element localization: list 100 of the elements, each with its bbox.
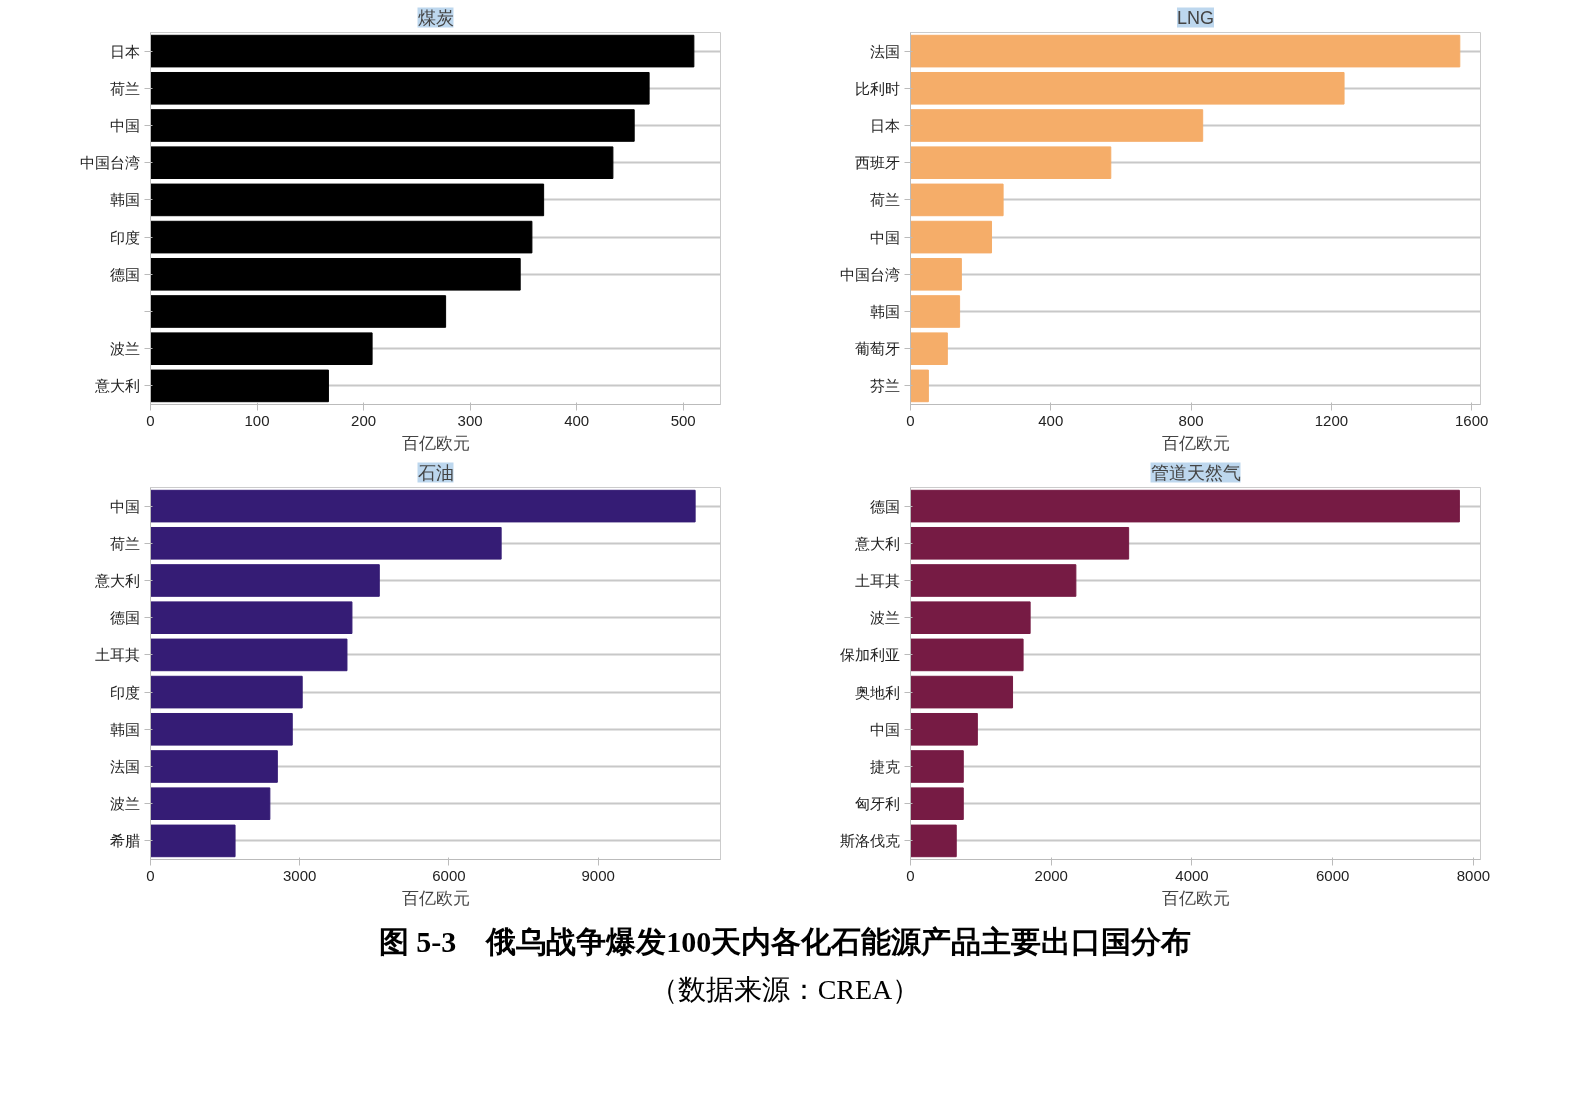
- x-tick-label: 1200: [1314, 411, 1349, 429]
- bar: [150, 787, 271, 821]
- x-tick-label: 1600: [1455, 411, 1489, 429]
- y-tick-label: 荷兰: [109, 79, 140, 97]
- y-tick-label: 捷克: [869, 758, 900, 775]
- x-axis-title: 百亿欧元: [401, 888, 470, 908]
- x-tick-label: 0: [906, 411, 915, 429]
- y-tick-label: 德国: [109, 609, 140, 627]
- chart-title: 石油: [417, 462, 454, 483]
- bar: [150, 675, 303, 709]
- bar: [150, 146, 614, 180]
- bar: [150, 489, 696, 523]
- y-tick-label: 波兰: [109, 795, 140, 813]
- y-tick-label: 中国: [869, 228, 900, 246]
- y-tick-label: 匈牙利: [854, 795, 900, 813]
- y-tick-label: 土耳其: [854, 572, 900, 589]
- bar: [150, 71, 650, 105]
- y-tick-label: 韩国: [869, 303, 900, 320]
- x-tick-label: 100: [244, 411, 270, 429]
- caption: 图 5-3 俄乌战争爆发100天内各化石能源产品主要出口国分布: [377, 924, 1193, 960]
- bar: [150, 564, 380, 597]
- bar: [150, 220, 533, 254]
- x-tick-label: 300: [457, 411, 483, 429]
- chart-title: LNG: [1176, 7, 1215, 28]
- bar: [910, 146, 1112, 180]
- y-tick-label: 韩国: [109, 191, 140, 209]
- y-tick-label: 荷兰: [869, 191, 900, 209]
- y-tick-label: 德国: [869, 497, 900, 515]
- y-tick-label: 法国: [109, 758, 140, 775]
- x-tick-label: 800: [1178, 411, 1204, 429]
- y-tick-label: 希腊: [109, 832, 140, 850]
- bar: [910, 220, 993, 254]
- chart-title: 煤炭: [417, 7, 454, 28]
- bar: [150, 638, 348, 672]
- x-axis-title: 百亿欧元: [1161, 888, 1230, 908]
- x-tick-label: 6000: [1316, 866, 1350, 884]
- x-tick-label: 6000: [432, 866, 466, 884]
- bar: [150, 295, 447, 328]
- bar: [910, 34, 1461, 68]
- bar: [910, 712, 978, 746]
- x-tick-label: 9000: [581, 866, 615, 884]
- bar: [910, 564, 1077, 597]
- bar: [910, 526, 1130, 560]
- y-tick-label: 德国: [109, 265, 140, 283]
- x-axis-title: 百亿欧元: [401, 433, 470, 453]
- bar: [150, 712, 293, 746]
- y-tick-label: 意大利: [93, 377, 140, 395]
- y-tick-label: 韩国: [109, 720, 140, 738]
- x-tick-label: 200: [351, 411, 377, 429]
- bar: [150, 369, 329, 403]
- bar: [910, 257, 962, 291]
- x-tick-label: 400: [1038, 411, 1064, 429]
- y-tick-label: 葡萄牙: [854, 340, 900, 358]
- bar: [150, 183, 545, 217]
- x-tick-label: 3000: [283, 866, 317, 884]
- bar: [910, 787, 964, 821]
- y-tick-label: 土耳其: [94, 646, 140, 664]
- x-tick-label: 2000: [1034, 866, 1068, 884]
- y-tick-label: 波兰: [869, 609, 900, 627]
- y-tick-label: 日本: [869, 117, 900, 134]
- y-tick-label: 中国: [869, 720, 900, 738]
- x-axis-title: 百亿欧元: [1161, 433, 1230, 453]
- x-tick-label: 0: [906, 866, 915, 884]
- x-tick-label: 500: [670, 411, 696, 429]
- y-tick-label: 印度: [109, 228, 140, 246]
- bar: [150, 332, 373, 366]
- x-tick-label: 400: [564, 411, 590, 429]
- y-tick-label: 印度: [109, 683, 140, 701]
- y-tick-label: 荷兰: [109, 534, 140, 552]
- y-tick-label: 中国: [109, 117, 140, 134]
- bar: [910, 824, 957, 858]
- y-tick-label: 法国: [869, 42, 900, 60]
- bar: [910, 369, 929, 403]
- bar: [910, 332, 948, 366]
- bar: [150, 109, 635, 142]
- y-tick-label: 西班牙: [854, 154, 900, 172]
- bar: [150, 257, 521, 291]
- y-tick-label: 芬兰: [869, 377, 900, 395]
- y-tick-label: 中国台湾: [839, 265, 900, 283]
- bar: [910, 675, 1014, 709]
- y-tick-label: 意大利: [93, 572, 140, 589]
- bar: [150, 526, 502, 560]
- bar: [150, 34, 695, 68]
- bar: [910, 183, 1004, 217]
- y-tick-label: 奥地利: [854, 683, 900, 701]
- x-tick-label: 4000: [1175, 866, 1209, 884]
- x-tick-label: 8000: [1456, 866, 1491, 884]
- bar: [150, 601, 353, 635]
- y-tick-label: 斯洛伐克: [839, 832, 900, 850]
- bar: [910, 638, 1024, 672]
- bar: [910, 71, 1345, 105]
- bar: [910, 295, 961, 328]
- y-tick-label: 比利时: [854, 79, 900, 97]
- y-tick-label: 波兰: [109, 340, 140, 358]
- bar: [910, 601, 1031, 635]
- y-tick-label: 意大利: [853, 534, 900, 552]
- bar: [910, 109, 1204, 142]
- y-tick-label: 中国: [109, 497, 140, 515]
- bar: [150, 824, 236, 858]
- bar: [910, 489, 1460, 523]
